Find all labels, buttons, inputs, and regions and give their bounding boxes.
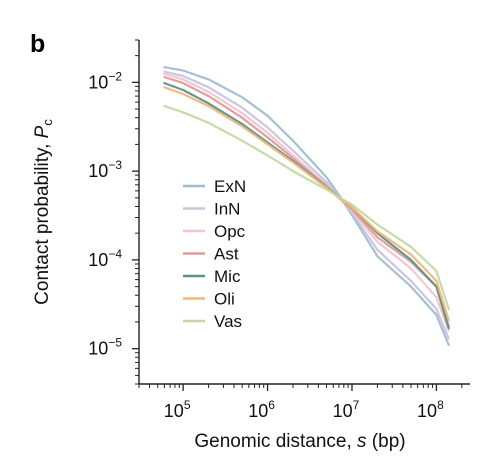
x-axis-title: Genomic distance, s (bp)	[194, 431, 405, 452]
legend: ExN InN Opc Ast Mic Oli Vas	[183, 177, 246, 331]
series-line-vas	[163, 104, 450, 311]
axes	[138, 40, 470, 385]
series-layer	[163, 66, 450, 347]
y-tick-label: 10−4	[88, 247, 122, 270]
panel-label: b	[30, 30, 45, 58]
minor-ticks	[135, 39, 463, 388]
series-line-oli	[163, 86, 450, 322]
x-tick-label: 106	[248, 398, 275, 421]
legend-label-exn: ExN	[214, 177, 246, 196]
legend-label-inn: InN	[214, 200, 240, 219]
legend-label-oli: Oli	[214, 290, 235, 309]
series-line-ast	[163, 75, 450, 328]
y-axis-title: Contact probability, Pc	[32, 119, 55, 305]
legend-label-vas: Vas	[214, 312, 242, 331]
legend-label-opc: Opc	[214, 222, 246, 241]
series-line-mic	[163, 81, 450, 330]
x-tick-label: 107	[333, 398, 360, 421]
x-tick-label: 105	[164, 398, 191, 421]
legend-label-ast: Ast	[214, 245, 239, 264]
legend-label-mic: Mic	[214, 267, 241, 286]
series-line-opc	[163, 72, 450, 332]
y-tick-label: 10−5	[88, 336, 122, 359]
x-tick-label: 108	[417, 398, 444, 421]
series-line-exn	[163, 66, 450, 347]
y-tick-label: 10−3	[88, 158, 122, 181]
major-ticks: 105 106 107 108 10−2 10−3 10−4 10−5	[88, 69, 444, 421]
y-tick-label: 10−2	[88, 69, 122, 92]
series-line-inn	[163, 70, 450, 340]
